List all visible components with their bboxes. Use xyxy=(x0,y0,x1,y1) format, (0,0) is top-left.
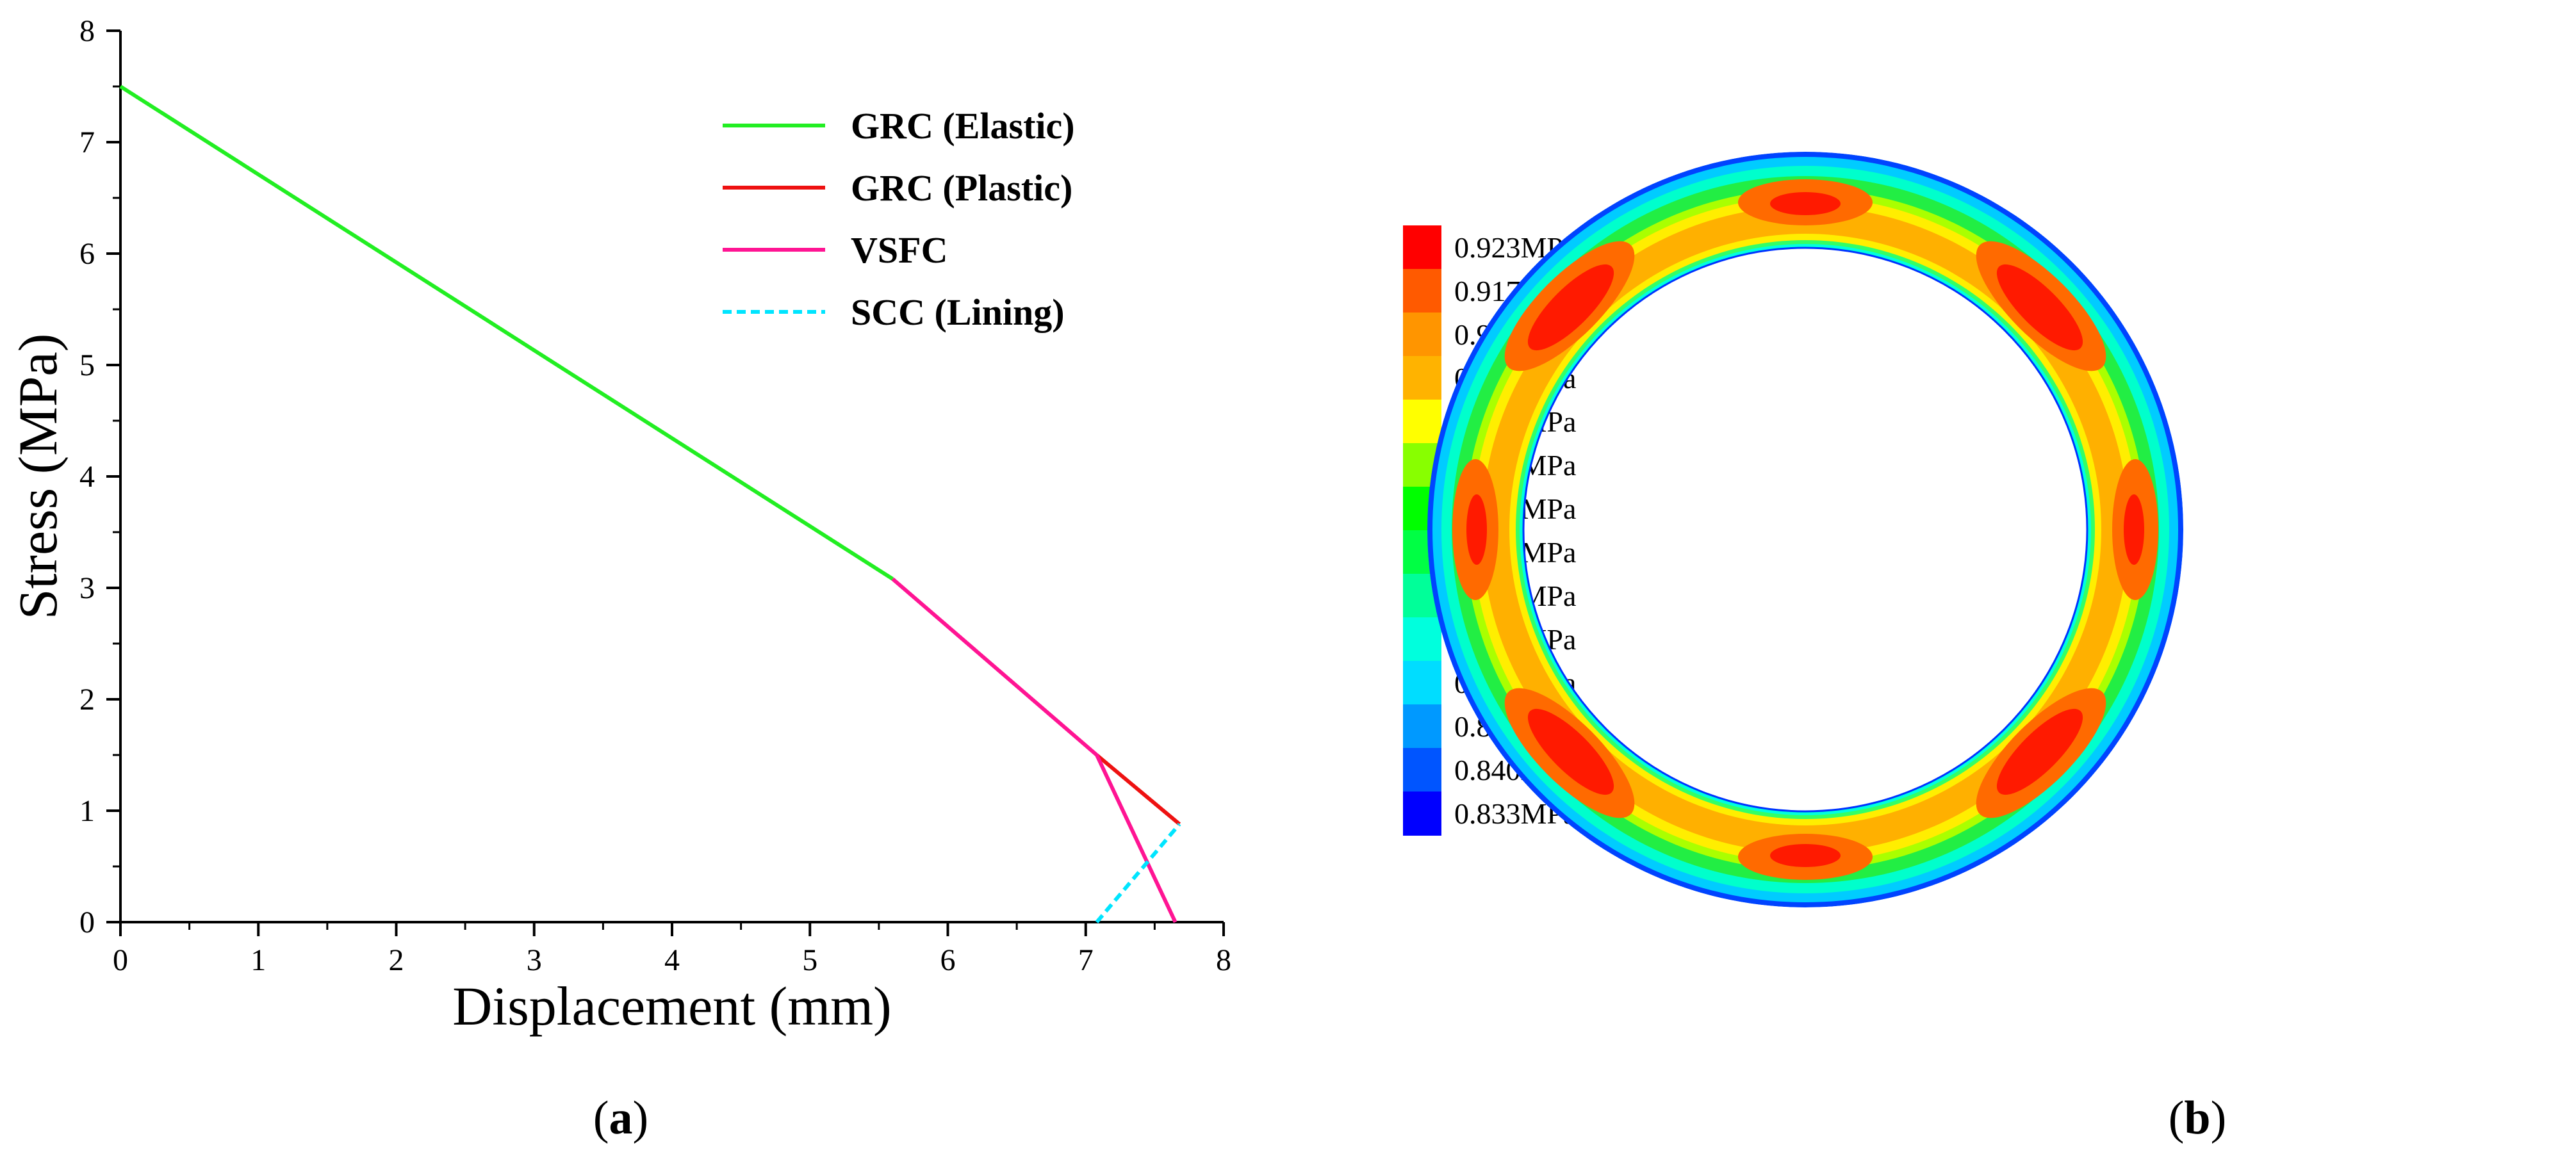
colorbar-swatch xyxy=(1403,792,1441,836)
hotspot-upper-right-core xyxy=(1996,264,2083,351)
x-tick-label: 6 xyxy=(940,943,956,977)
series-line-3 xyxy=(1095,822,1181,923)
colorbar-swatch xyxy=(1403,704,1441,749)
legend-label: GRC (Plastic) xyxy=(851,167,1072,209)
x-tick-label: 2 xyxy=(389,943,404,977)
ring-band-cyan xyxy=(1432,157,2178,902)
x-tick-label: 3 xyxy=(527,943,542,977)
hotspot-left-core xyxy=(1466,494,1487,565)
x-tick-label: 4 xyxy=(664,943,680,977)
ring-inner-edge xyxy=(1522,247,2088,813)
legend-label: SCC (Lining) xyxy=(851,291,1065,333)
y-tick-label: 6 xyxy=(79,237,95,271)
x-tick-label: 8 xyxy=(1216,943,1231,977)
y-ticks: 0 1 2 3 4 5 6 7 8 xyxy=(79,14,120,939)
colorbar-swatch xyxy=(1403,617,1441,662)
colorbar-swatch xyxy=(1403,356,1441,400)
series-lines xyxy=(119,85,1181,923)
series-line-1 xyxy=(1095,753,1181,826)
legend-label: GRC (Elastic) xyxy=(851,105,1075,147)
y-tick-label: 4 xyxy=(79,460,95,494)
hotspot-upper-left-core xyxy=(1527,264,1614,351)
panel-label-a: (a) xyxy=(593,1092,648,1144)
y-tick-label: 2 xyxy=(79,683,95,717)
ring-band-inner-yellow xyxy=(1509,234,2101,825)
series-line-0 xyxy=(119,85,894,581)
y-tick-label: 1 xyxy=(79,794,95,828)
hotspot-lower-right-core xyxy=(1996,708,2083,795)
colorbar-swatch xyxy=(1403,225,1441,270)
legend-label: VSFC xyxy=(851,229,948,271)
y-tick-label: 3 xyxy=(79,571,95,605)
colorbar-swatch xyxy=(1403,313,1441,357)
stress-contour-ring xyxy=(1427,152,2183,907)
colorbar-swatch xyxy=(1403,748,1441,792)
x-tick-label: 0 xyxy=(113,943,128,977)
x-tick-label: 7 xyxy=(1078,943,1094,977)
chart-axes xyxy=(119,31,1224,923)
ring-band-inner-green xyxy=(1516,240,2095,819)
colorbar-swatch xyxy=(1403,661,1441,705)
x-axis-title: Displacement (mm) xyxy=(452,975,891,1037)
hotspot-top-core xyxy=(1770,192,1841,215)
ring-band-outer-blue xyxy=(1427,152,2183,907)
panel-label-b: (b) xyxy=(2169,1092,2226,1144)
y-axis-title: Stress (MPa) xyxy=(7,334,69,620)
hotspot-lower-left-core xyxy=(1527,708,1614,795)
legend: GRC (Elastic) GRC (Plastic) VSFC SCC (Linin… xyxy=(723,105,1075,333)
colorbar-swatch xyxy=(1403,269,1441,313)
ring-band-inner-teal xyxy=(1520,244,2091,815)
y-tick-label: 0 xyxy=(79,905,95,939)
colorbar-swatch xyxy=(1403,400,1441,444)
y-tick-label: 5 xyxy=(79,348,95,382)
hotspot-right-core xyxy=(2124,494,2144,565)
x-tick-label: 1 xyxy=(250,943,266,977)
series-line-2 xyxy=(891,577,1177,923)
x-ticks: 0 1 2 3 4 5 6 7 8 xyxy=(113,922,1231,977)
y-tick-label: 7 xyxy=(79,126,95,159)
y-tick-label: 8 xyxy=(79,14,95,48)
hot-spots xyxy=(1452,179,2158,880)
stress-displacement-chart: 0 1 2 3 4 5 6 7 8 0 1 2 3 4 5 6 7 8 Displacement (mm) St… xyxy=(7,14,1231,1037)
hotspot-bottom-core xyxy=(1770,844,1841,867)
x-tick-label: 5 xyxy=(802,943,817,977)
ring-band-teal xyxy=(1441,166,2169,893)
